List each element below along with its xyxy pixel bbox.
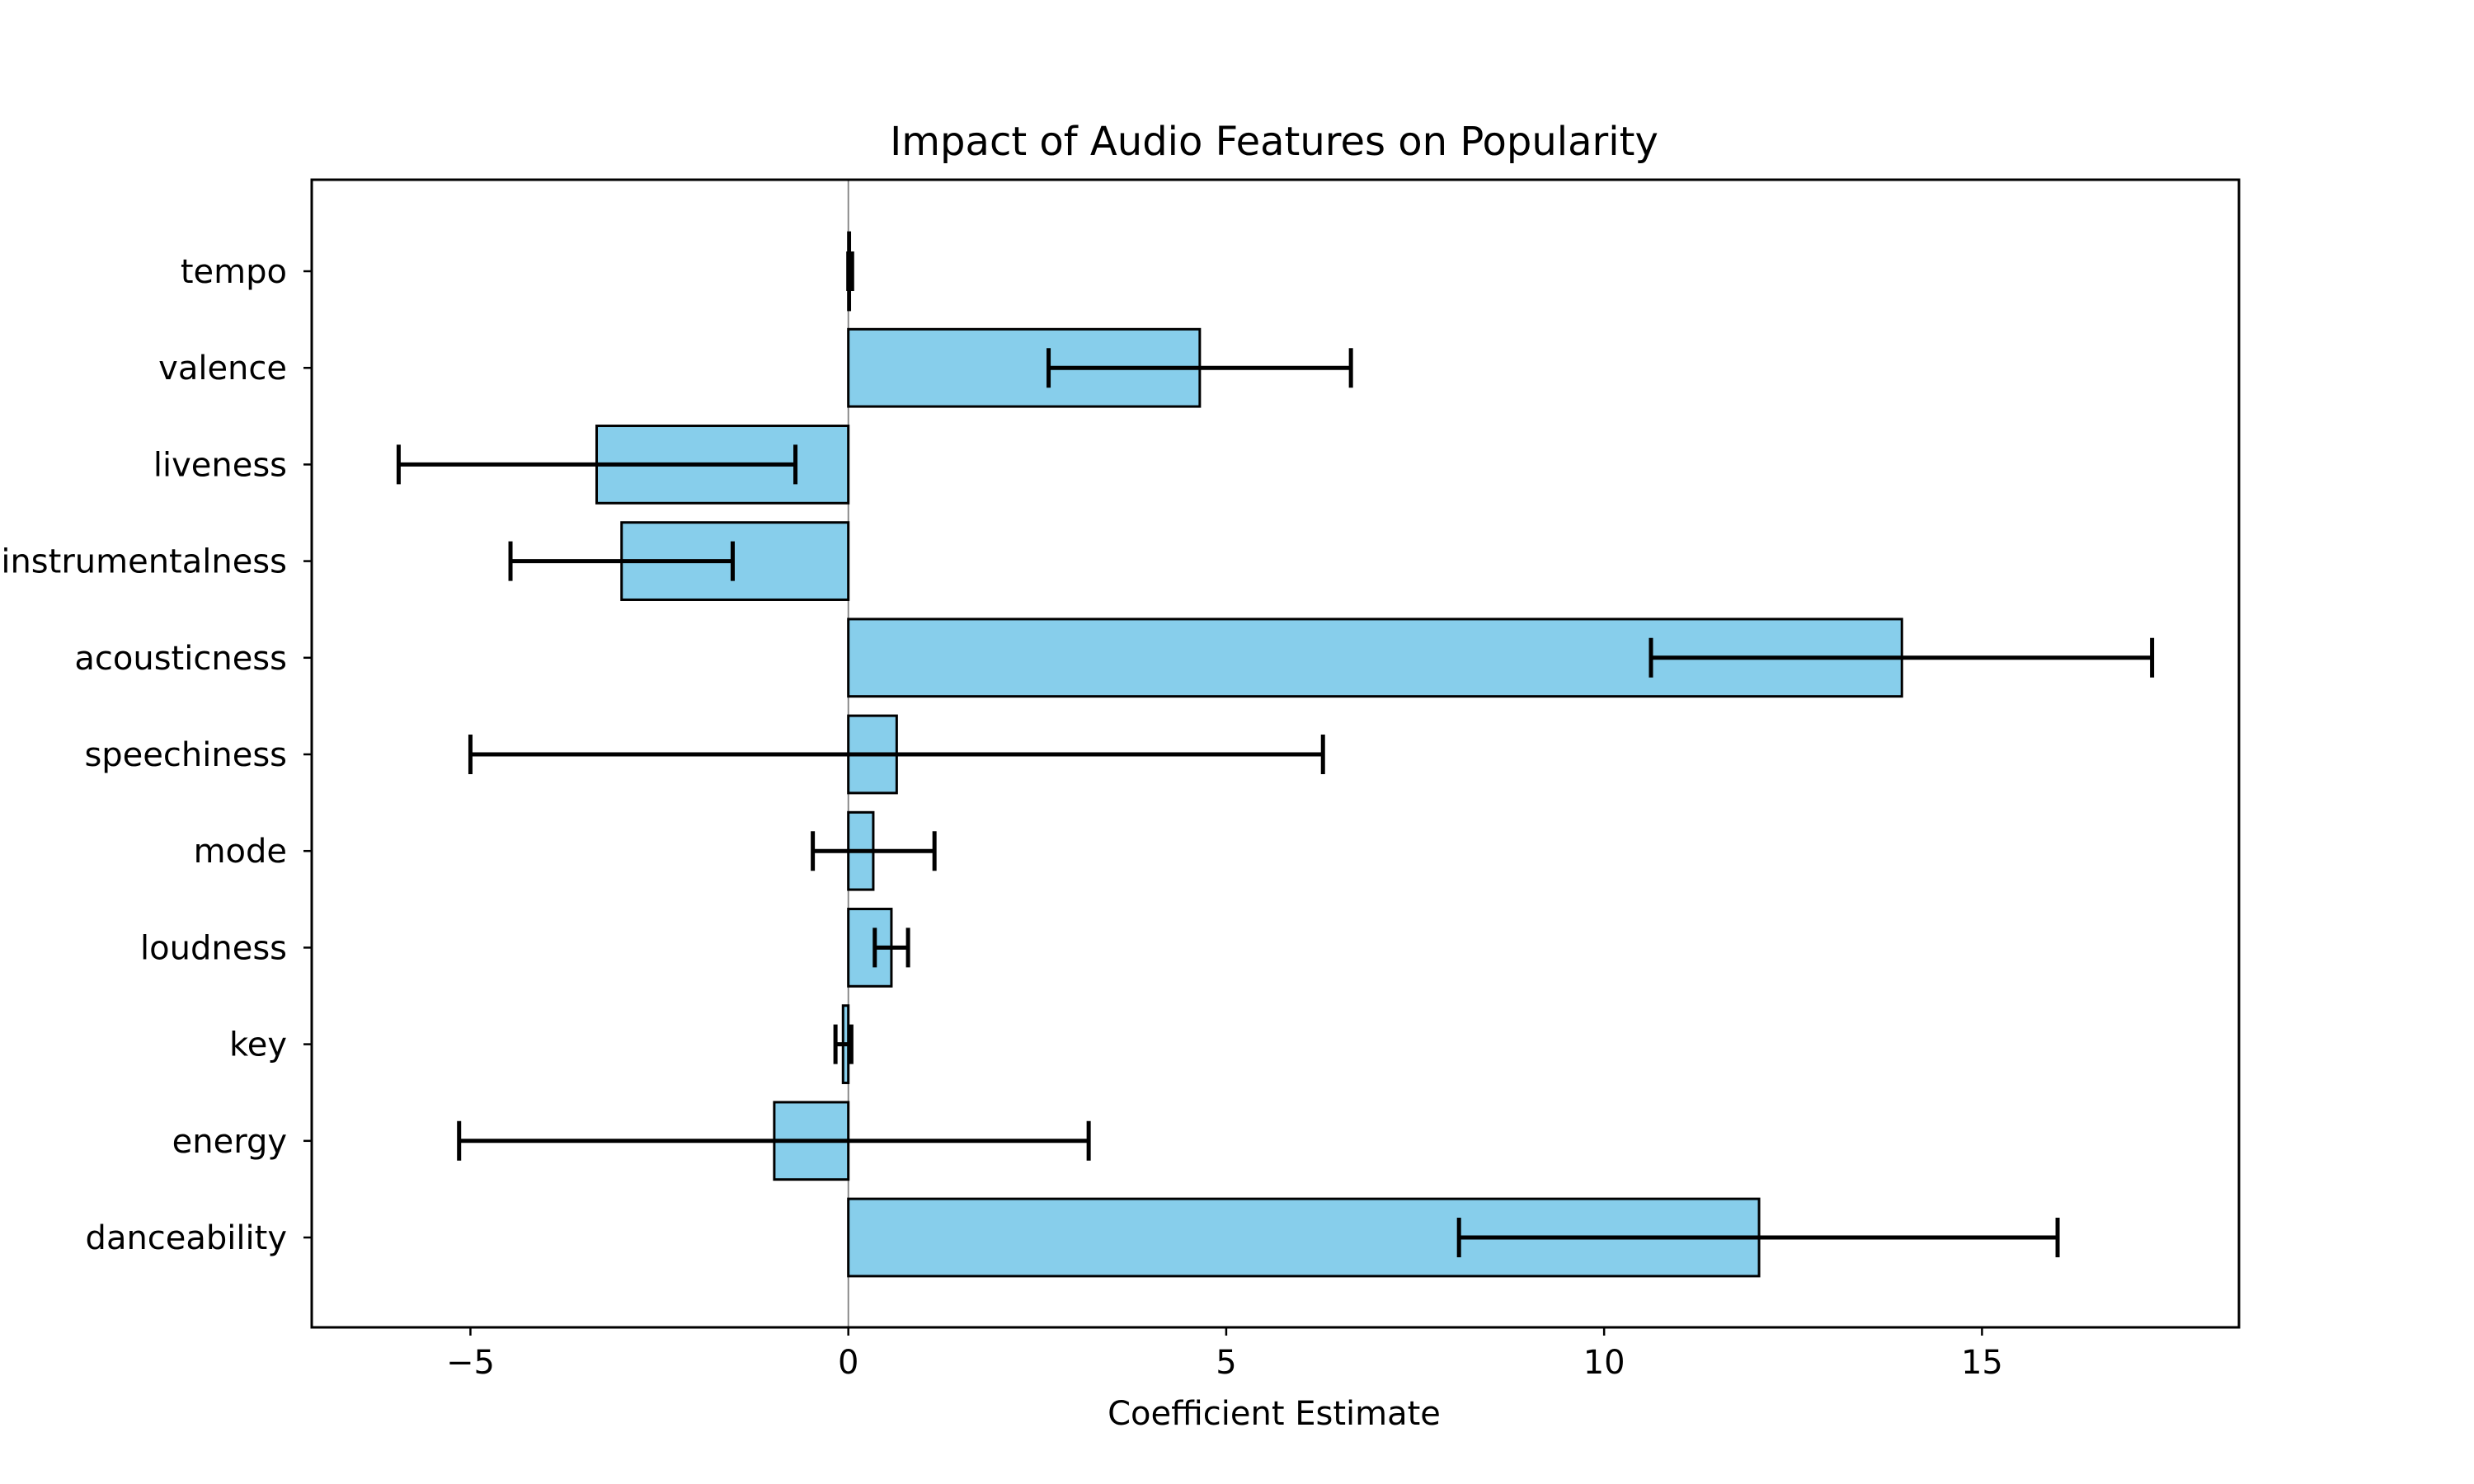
error-bar-key bbox=[833, 1024, 854, 1064]
y-tick-label-tempo: tempo bbox=[181, 253, 287, 291]
error-bar-acousticness bbox=[1649, 637, 2155, 678]
error-bar-energy bbox=[457, 1120, 1091, 1161]
y-tick-label-danceability: danceability bbox=[86, 1219, 287, 1257]
y-tick-label-loudness: loudness bbox=[140, 929, 287, 967]
x-tick-label-3: 10 bbox=[1583, 1344, 1625, 1382]
x-tick-label-0: −5 bbox=[446, 1344, 495, 1382]
x-tick-label-4: 15 bbox=[1961, 1344, 2003, 1382]
bars bbox=[595, 231, 1903, 1278]
error-bar-liveness bbox=[396, 444, 798, 485]
x-tick-label-1: 0 bbox=[838, 1344, 858, 1382]
y-tick-label-instrumentalness: instrumentalness bbox=[1, 543, 287, 581]
y-tick-label-mode: mode bbox=[194, 833, 287, 871]
error-bar-instrumentalness bbox=[508, 541, 735, 581]
y-tick-label-key: key bbox=[229, 1026, 287, 1064]
x-axis-label: Coefficient Estimate bbox=[1108, 1395, 1441, 1433]
y-tick-label-liveness: liveness bbox=[153, 446, 287, 484]
y-tick-label-speechiness: speechiness bbox=[84, 736, 287, 774]
error-bar-valence bbox=[1047, 348, 1353, 388]
y-tick-label-energy: energy bbox=[172, 1123, 287, 1161]
x-axis: −5 0 5 10 15 bbox=[446, 1327, 2003, 1382]
error-bar-speechiness bbox=[468, 735, 1325, 774]
error-bar-danceability bbox=[1456, 1218, 2060, 1257]
chart-title: Impact of Audio Features on Popularity bbox=[890, 119, 1658, 165]
plot-frame bbox=[310, 178, 2241, 1329]
y-tick-label-acousticness: acousticness bbox=[74, 640, 287, 678]
y-axis: danceability energy key loudness mode speechi… bbox=[1, 253, 312, 1257]
y-tick-label-valence: valence bbox=[158, 350, 287, 387]
x-tick-label-2: 5 bbox=[1216, 1344, 1236, 1382]
error-bar-mode bbox=[811, 831, 937, 871]
error-bar-loudness bbox=[872, 928, 910, 968]
error-bar-tempo bbox=[846, 251, 854, 291]
error-bars bbox=[396, 251, 2155, 1257]
